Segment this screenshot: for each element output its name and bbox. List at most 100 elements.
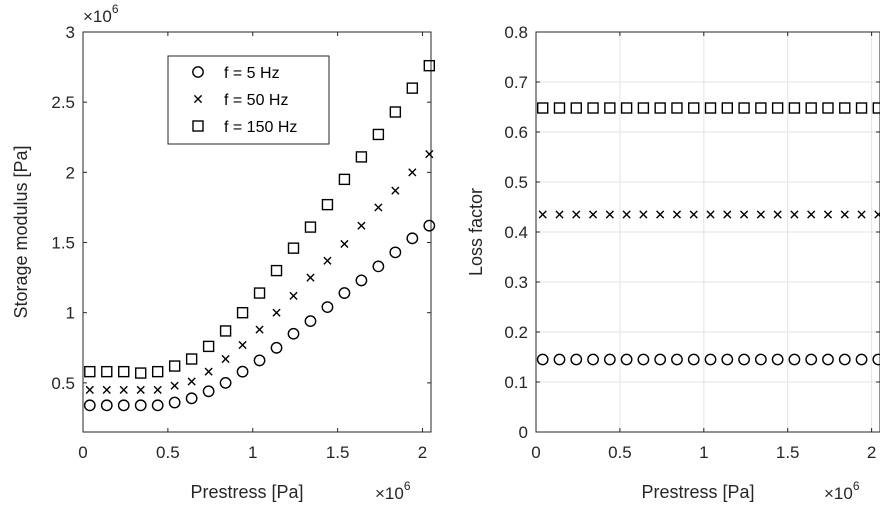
x-axis-exponent: ×106 xyxy=(824,479,860,503)
data-point-circle xyxy=(83,399,96,412)
data-point-square xyxy=(372,128,385,141)
data-point-x xyxy=(391,186,400,195)
data-point-square xyxy=(771,102,784,114)
x-axis-exponent-power: 6 xyxy=(853,479,860,493)
data-point-square xyxy=(338,173,351,186)
x-tick-label: 1 xyxy=(699,443,708,462)
data-point-x xyxy=(255,325,264,334)
data-point-circle xyxy=(805,353,818,366)
data-point-circle xyxy=(406,232,419,245)
y-tick-label: 2 xyxy=(66,163,75,182)
data-point-x xyxy=(555,210,564,219)
data-point-square xyxy=(321,198,334,211)
data-point-x xyxy=(572,210,581,219)
data-point-square xyxy=(704,102,717,114)
data-point-square xyxy=(423,59,436,72)
data-point-square xyxy=(219,325,232,337)
data-point-square xyxy=(553,102,566,114)
data-point-square xyxy=(604,102,616,114)
data-point-square xyxy=(587,102,599,114)
data-point-circle xyxy=(100,399,113,412)
data-point-circle xyxy=(687,353,700,366)
legend: f = 5 Hz f = 50 Hz f = 150 Hz xyxy=(167,55,330,145)
data-point-circle xyxy=(321,301,334,313)
data-point-circle xyxy=(822,353,834,366)
data-point-circle xyxy=(704,353,717,366)
data-point-square xyxy=(185,353,198,365)
data-point-circle xyxy=(738,353,750,366)
axes-box xyxy=(82,31,432,433)
data-point-x xyxy=(756,210,765,219)
x-tick-label: 1.5 xyxy=(326,443,350,462)
x-tick-label: 1 xyxy=(248,443,257,462)
data-point-circle xyxy=(423,219,436,232)
data-point-square xyxy=(671,102,683,114)
y-tick-label: 0.7 xyxy=(504,73,528,92)
data-point-circle xyxy=(721,353,734,366)
data-point-circle xyxy=(117,399,130,412)
data-point-x xyxy=(221,354,230,364)
x-axis-label: Prestress [Pa] xyxy=(190,482,303,502)
data-point-circle xyxy=(270,341,283,354)
series-circle xyxy=(83,219,436,412)
data-point-circle xyxy=(788,353,801,366)
data-point-square xyxy=(688,102,700,114)
x-tick-label: 0.5 xyxy=(156,443,180,462)
data-point-square xyxy=(620,102,633,114)
data-point-x xyxy=(425,150,434,159)
x-tick-label: 2 xyxy=(867,443,876,462)
storage-modulus-chart: 0 0.5 1 1.5 2 0.5 1 1.5 2 2.5 3 Prestress [Pa] Stora… xyxy=(11,2,436,503)
x-axis-exponent-power: 6 xyxy=(404,479,411,493)
x-tick-label: 2 xyxy=(418,443,427,462)
legend-marker-circle xyxy=(192,66,204,78)
data-point-square xyxy=(118,365,130,378)
data-point-square xyxy=(202,340,215,353)
data-point-square xyxy=(287,242,300,254)
data-point-x xyxy=(306,273,315,282)
y-axis-label: Storage modulus [Pa] xyxy=(11,145,31,318)
data-point-square xyxy=(406,82,419,94)
data-point-circle xyxy=(151,399,164,412)
legend-entry-label: f = 150 Hz xyxy=(224,119,297,136)
data-point-x xyxy=(723,210,732,219)
legend-entry-label: f = 50 Hz xyxy=(224,92,288,109)
data-point-x xyxy=(85,385,94,394)
data-point-circle xyxy=(355,274,368,287)
data-point-circle xyxy=(570,353,583,366)
data-point-circle xyxy=(872,353,880,366)
x-tick-label: 0 xyxy=(531,443,540,462)
data-point-square xyxy=(738,102,750,114)
y-tick-label: 0 xyxy=(519,423,528,442)
data-point-square xyxy=(755,102,767,114)
y-axis-exponent: ×106 xyxy=(83,2,119,26)
y-tick-label: 0.6 xyxy=(504,123,528,142)
data-point-square xyxy=(135,367,147,379)
data-point-x xyxy=(672,210,682,219)
data-point-x xyxy=(874,210,880,219)
data-point-x xyxy=(204,367,213,376)
data-point-square xyxy=(839,102,851,114)
data-point-x xyxy=(538,210,547,219)
data-point-circle xyxy=(168,396,181,409)
y-tick-label: 0.1 xyxy=(504,373,528,392)
data-point-x xyxy=(739,210,749,219)
data-point-circle xyxy=(185,392,198,405)
data-point-square xyxy=(570,102,582,114)
data-point-square xyxy=(788,102,801,114)
data-point-x xyxy=(102,385,111,394)
data-point-circle xyxy=(536,353,549,366)
legend-marker-square xyxy=(192,120,204,132)
y-tick-label: 0.5 xyxy=(51,374,75,393)
data-point-circle xyxy=(838,353,851,366)
x-tick-label: 0 xyxy=(78,443,87,462)
y-tick-label: 1 xyxy=(66,304,75,323)
data-point-x xyxy=(605,210,614,219)
data-point-square xyxy=(855,102,868,114)
series-x xyxy=(85,150,434,394)
y-tick-label: 2.5 xyxy=(51,93,75,112)
data-point-square xyxy=(654,102,666,114)
series-x xyxy=(538,210,880,219)
data-point-x xyxy=(340,239,349,249)
data-point-circle xyxy=(654,353,667,366)
